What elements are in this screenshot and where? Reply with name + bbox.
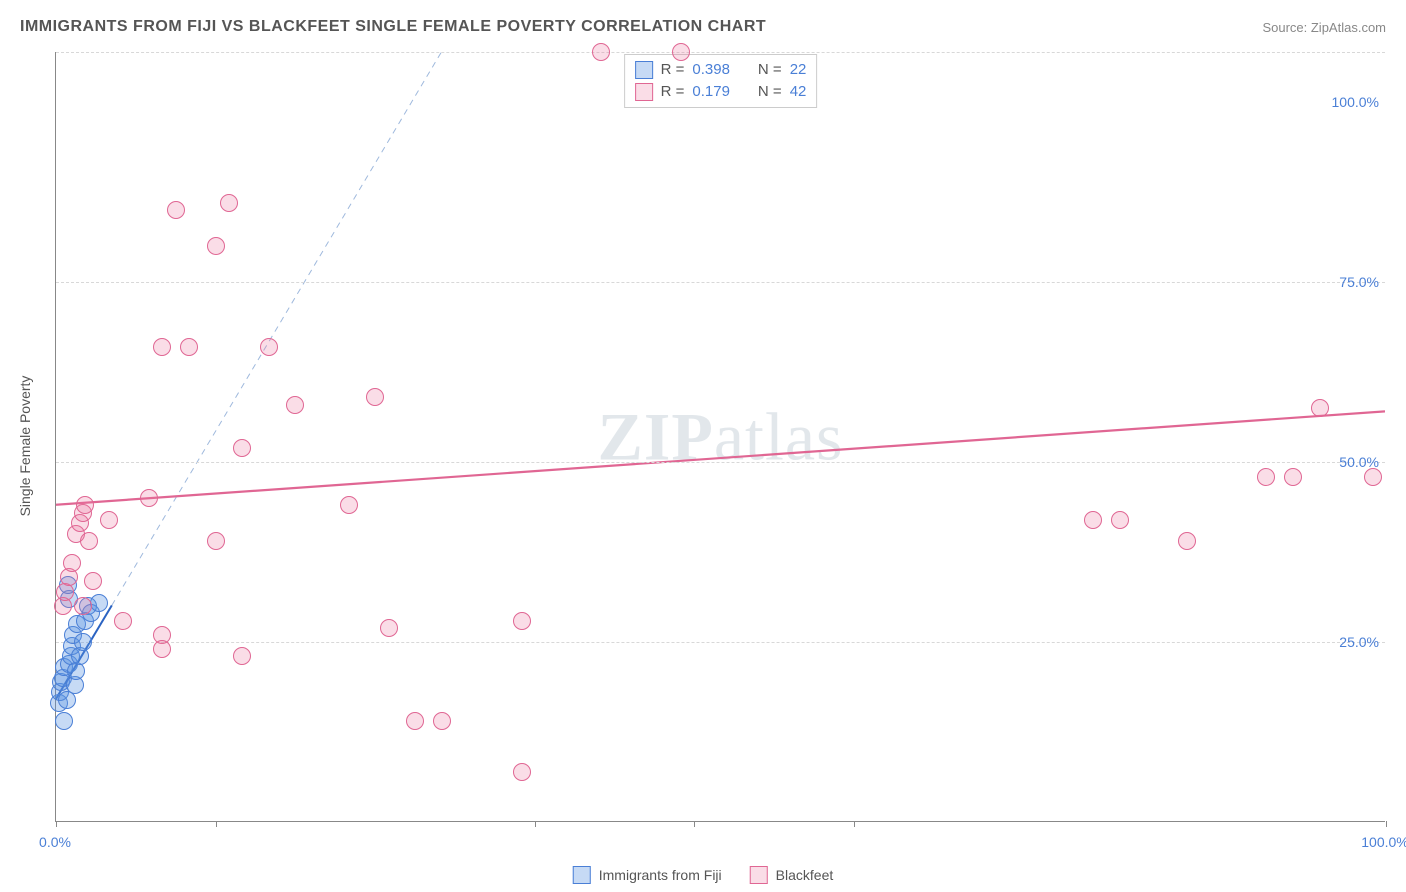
data-point [114,612,132,630]
x-tick [1386,821,1387,827]
x-tick [535,821,536,827]
data-point [1364,468,1382,486]
data-point [1111,511,1129,529]
trendlines-svg [56,52,1385,821]
x-tick [854,821,855,827]
n-value: 42 [790,81,807,103]
stats-legend-row: R = 0.398 N = 22 [635,59,807,81]
data-point [286,396,304,414]
legend-swatch [635,83,653,101]
data-point [340,496,358,514]
legend-item: Blackfeet [750,866,834,884]
r-value: 0.398 [692,59,730,81]
data-point [55,712,73,730]
data-point [220,194,238,212]
header: IMMIGRANTS FROM FIJI VS BLACKFEET SINGLE… [20,18,1386,36]
r-label: R = [661,81,685,103]
data-point [513,612,531,630]
data-point [76,496,94,514]
x-tick [216,821,217,827]
data-point [153,640,171,658]
gridline [56,282,1385,283]
legend-label: Blackfeet [776,867,834,883]
n-label: N = [758,59,782,81]
source-label: Source: ZipAtlas.com [1262,20,1386,35]
data-point [1257,468,1275,486]
data-point [406,712,424,730]
y-axis-label: Single Female Poverty [17,376,33,517]
data-point [592,43,610,61]
data-point [207,237,225,255]
data-point [140,489,158,507]
data-point [167,201,185,219]
legend-swatch [750,866,768,884]
legend-label: Immigrants from Fiji [599,867,722,883]
y-tick-label: 75.0% [1339,274,1379,290]
data-point [233,439,251,457]
data-point [380,619,398,637]
data-point [63,554,81,572]
x-tick [56,821,57,827]
watermark: ZIPatlas [598,397,844,476]
chart-title: IMMIGRANTS FROM FIJI VS BLACKFEET SINGLE… [20,18,766,36]
data-point [672,43,690,61]
r-value: 0.179 [692,81,730,103]
data-point [1178,532,1196,550]
data-point [513,763,531,781]
r-label: R = [661,59,685,81]
gridline [56,52,1385,53]
data-point [100,511,118,529]
data-point [80,532,98,550]
legend-swatch [635,61,653,79]
x-tick-label: 100.0% [1361,834,1406,850]
n-value: 22 [790,59,807,81]
data-point [153,338,171,356]
n-label: N = [758,81,782,103]
data-point [180,338,198,356]
data-point [74,597,92,615]
plot-area: ZIPatlas R = 0.398 N = 22 R = 0.179 N = 42 25.0… [55,52,1385,822]
x-tick-label: 0.0% [39,834,71,850]
data-point [1311,399,1329,417]
gridline [56,642,1385,643]
data-point [233,647,251,665]
data-point [84,572,102,590]
legend-swatch [573,866,591,884]
data-point [433,712,451,730]
bottom-legend: Immigrants from Fiji Blackfeet [573,866,834,884]
stats-legend: R = 0.398 N = 22 R = 0.179 N = 42 [624,54,818,108]
stats-legend-row: R = 0.179 N = 42 [635,81,807,103]
gridline [56,462,1385,463]
data-point [1284,468,1302,486]
data-point [90,594,108,612]
x-tick [694,821,695,827]
y-tick-label: 100.0% [1332,94,1379,110]
data-point [207,532,225,550]
data-point [366,388,384,406]
data-point [74,633,92,651]
y-tick-label: 25.0% [1339,634,1379,650]
legend-item: Immigrants from Fiji [573,866,722,884]
data-point [1084,511,1102,529]
data-point [260,338,278,356]
